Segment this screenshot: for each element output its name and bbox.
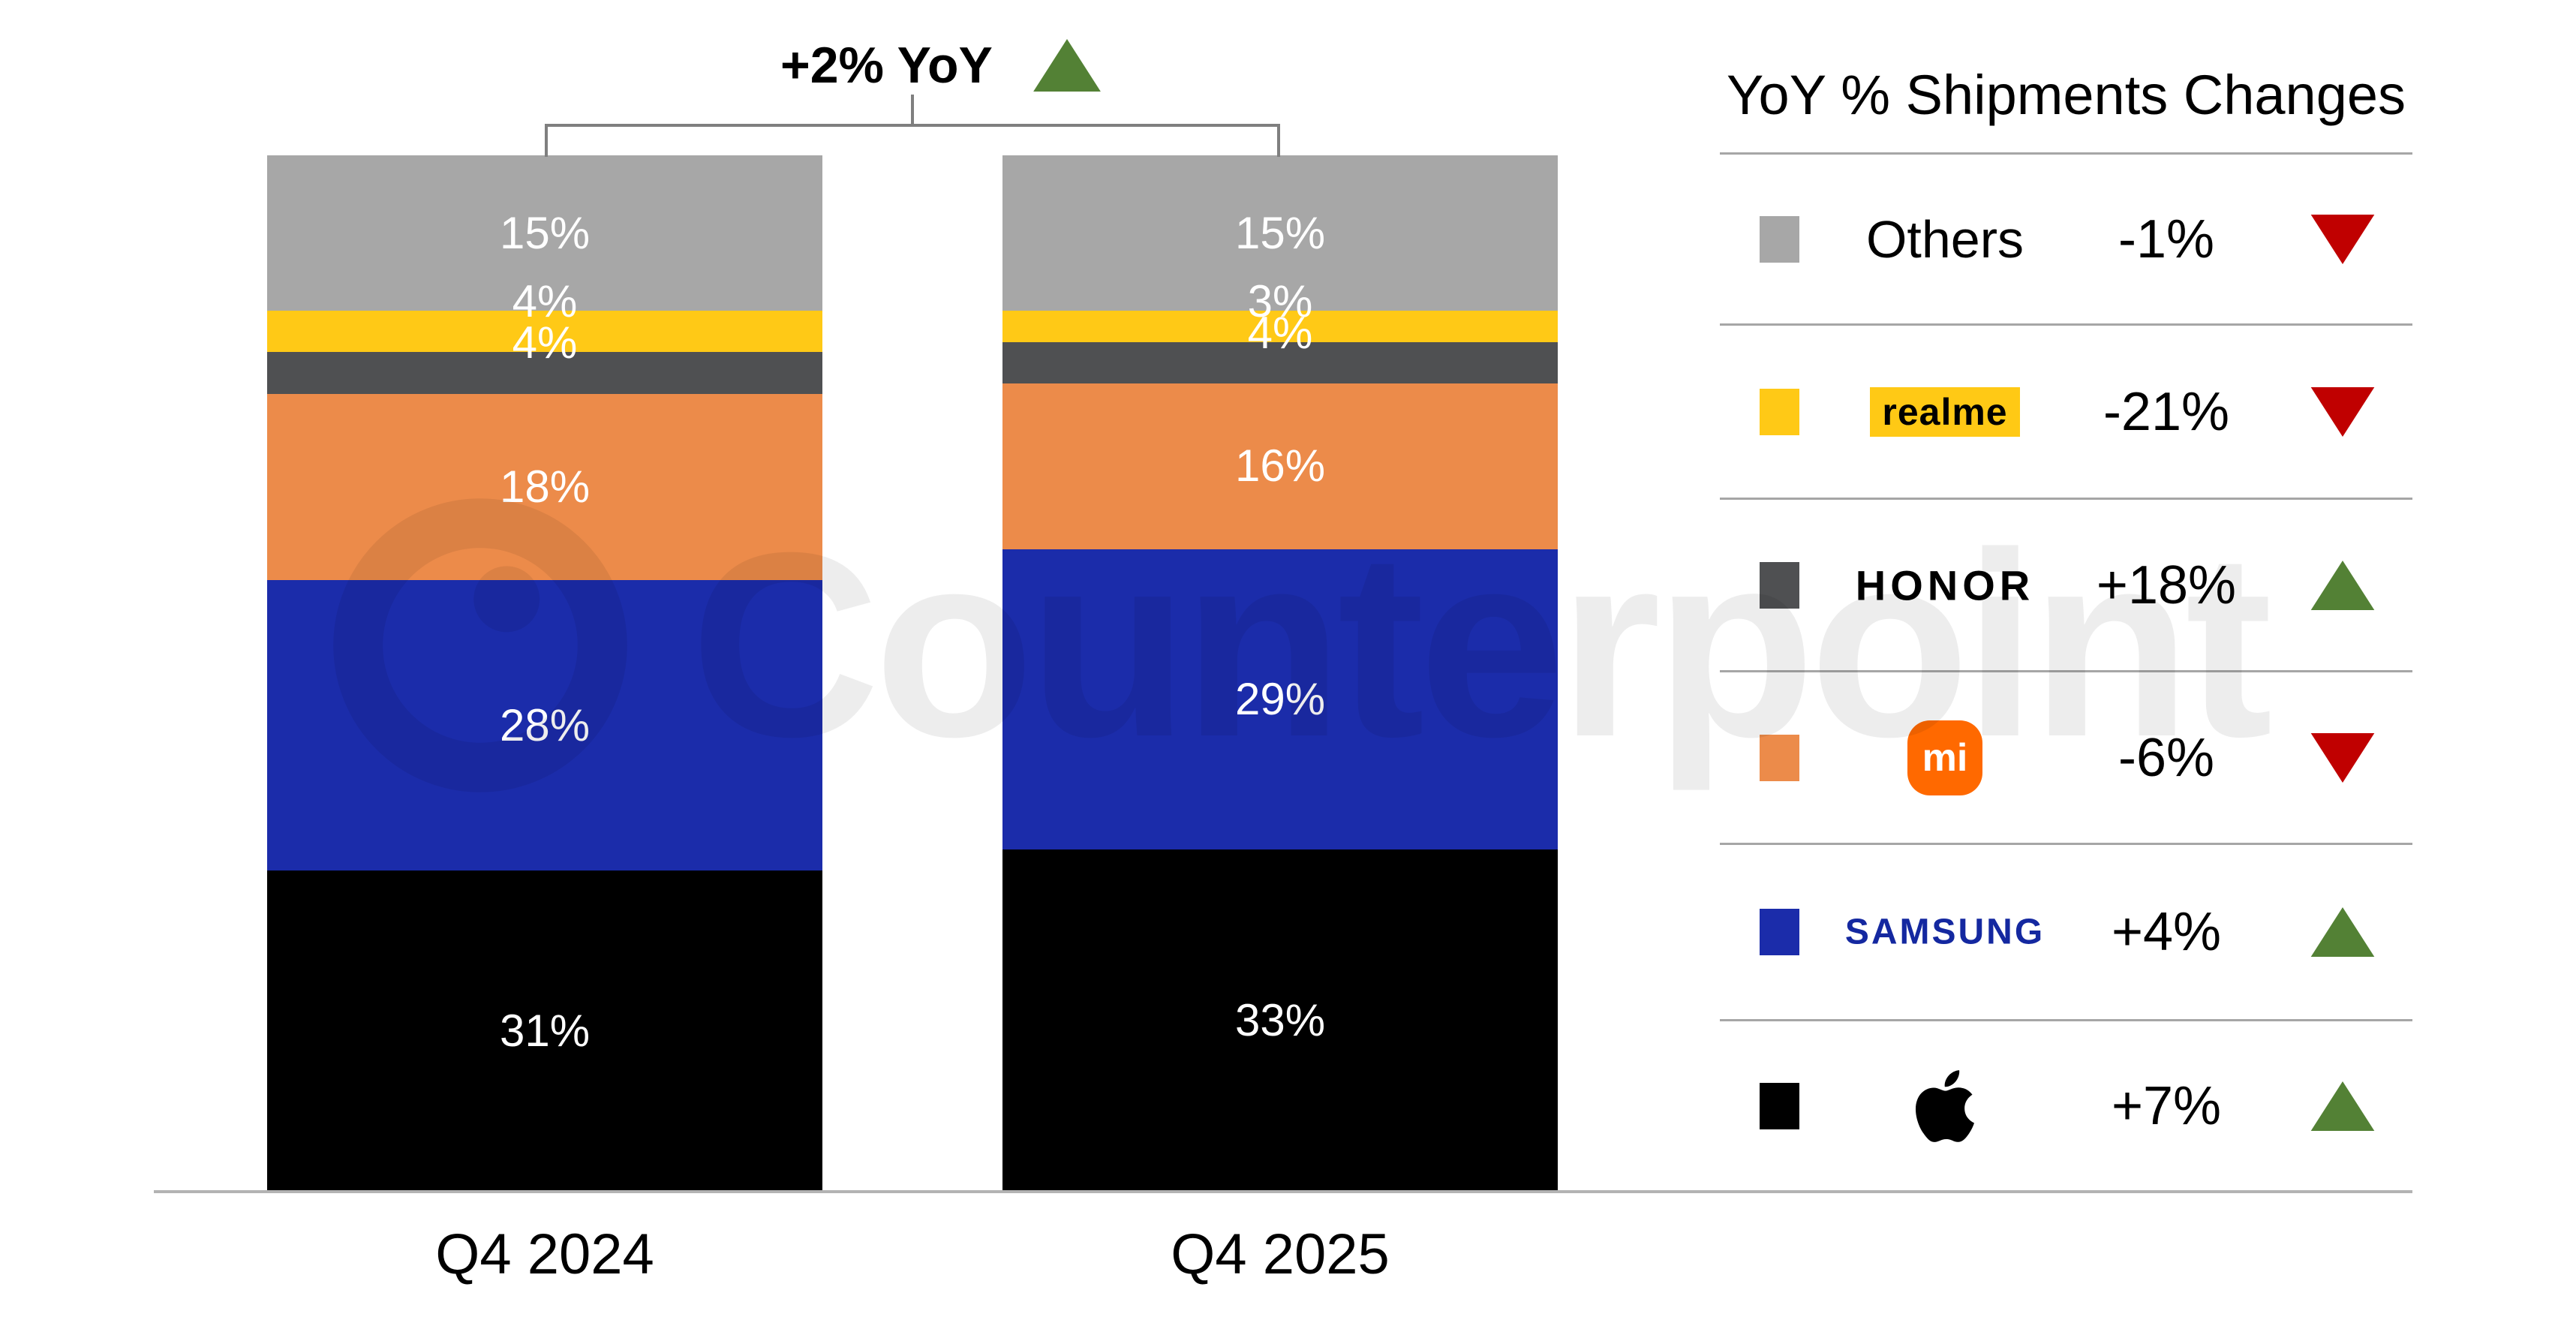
bar-segment-xiaomi: [267, 393, 822, 581]
bar-segment-value: 4%: [512, 317, 578, 368]
bar-segment-apple: [1002, 849, 1558, 1192]
bar-segment-value: 15%: [499, 207, 591, 258]
bar-segment-realme: [267, 311, 822, 353]
up-triangle-icon: [2310, 561, 2375, 610]
bracket-center-stub: [911, 95, 914, 127]
stacked-bar-q4-2024: 15% 4% 4% 18% 28% 31%: [267, 155, 822, 1192]
down-triangle-icon: [2310, 387, 2375, 437]
apple-brand-cell: [1825, 1070, 2065, 1142]
yoy-up-triangle-icon: [1033, 39, 1101, 92]
legend-divider: [1720, 152, 2412, 155]
others-brand-cell: Others: [1825, 209, 2065, 269]
bar-segment-xiaomi: [1002, 383, 1558, 549]
samsung-trend-cell: [2309, 907, 2376, 957]
samsung-change-value: +4%: [2111, 902, 2222, 962]
bracket-right-drop: [1277, 124, 1280, 157]
bar-segment-value: 18%: [499, 461, 591, 512]
apple-trend-cell: [2309, 1081, 2376, 1131]
x-axis-line: [154, 1190, 2412, 1193]
x-axis-label-q4-2024: Q4 2024: [435, 1222, 654, 1286]
legend-row-honor: HONOR +18%: [1720, 510, 2412, 660]
others-trend-cell: [2309, 215, 2376, 264]
samsung-brand-cell: SAMSUNG: [1825, 912, 2065, 953]
bar-segment-value: 3%: [1247, 276, 1313, 327]
xiaomi-mi-logo: mi: [1907, 720, 1982, 795]
bar-segment-value: 4%: [1247, 307, 1313, 358]
bar-segment-samsung: [267, 580, 822, 870]
up-triangle-icon: [2310, 907, 2375, 957]
realme-logo: realme: [1870, 387, 2020, 437]
chart-title-text: +2% YoY: [780, 37, 993, 94]
bar-segment-value: 29%: [1234, 674, 1326, 725]
apple-color-swatch: [1760, 1083, 1799, 1129]
bar-segment-apple: [267, 870, 822, 1192]
xiaomi-color-swatch: [1760, 735, 1799, 781]
legend-row-realme: realme -21%: [1720, 337, 2412, 487]
down-triangle-icon: [2310, 733, 2375, 783]
legend-title: YoY % Shipments Changes: [1726, 64, 2406, 126]
bar-segment-others: [1002, 155, 1558, 311]
chart-yoy-title: +2% YoY: [780, 36, 1102, 95]
realme-change-value: -21%: [2103, 382, 2230, 442]
bracket-left-drop: [545, 124, 548, 157]
bar-segment-value: 16%: [1234, 441, 1326, 492]
others-color-swatch: [1760, 216, 1799, 263]
honor-logo: HONOR: [1855, 561, 2035, 609]
up-triangle-icon: [2310, 1081, 2375, 1131]
realme-brand-cell: realme: [1825, 387, 2065, 437]
stacked-bar-q4-2025: 15% 3% 4% 16% 29% 33%: [1002, 155, 1558, 1192]
others-change-value: -1%: [2118, 209, 2215, 269]
samsung-color-swatch: [1760, 909, 1799, 955]
bar-segment-others: [267, 155, 822, 311]
legend-divider: [1720, 498, 2412, 500]
bar-segment-honor: [267, 352, 822, 394]
legend-divider: [1720, 323, 2412, 326]
bar-segment-value: 15%: [1234, 207, 1326, 258]
apple-change-value: +7%: [2111, 1076, 2222, 1136]
legend-divider: [1720, 843, 2412, 845]
legend-divider: [1720, 670, 2412, 672]
others-label: Others: [1865, 210, 2024, 269]
realme-trend-cell: [2309, 387, 2376, 437]
bar-segment-samsung: [1002, 549, 1558, 850]
bar-segment-honor: [1002, 341, 1558, 383]
bar-segment-realme: [1002, 311, 1558, 342]
honor-change-value: +18%: [2096, 555, 2237, 615]
apple-logo-icon: [1916, 1070, 1974, 1142]
xiaomi-brand-cell: mi: [1825, 720, 2065, 795]
xiaomi-trend-cell: [2309, 733, 2376, 783]
down-triangle-icon: [2310, 215, 2375, 264]
x-axis-label-q4-2025: Q4 2025: [1171, 1222, 1390, 1286]
honor-color-swatch: [1760, 562, 1799, 609]
bar-segment-value: 31%: [499, 1005, 591, 1056]
legend-divider: [1720, 1019, 2412, 1021]
samsung-logo: SAMSUNG: [1844, 912, 2045, 952]
honor-brand-cell: HONOR: [1825, 561, 2065, 610]
legend-row-apple: +7%: [1720, 1031, 2412, 1181]
legend-row-others: Others -1%: [1720, 164, 2412, 314]
bar-segment-value: 28%: [499, 699, 591, 750]
bar-segment-value: 33%: [1234, 995, 1326, 1046]
realme-color-swatch: [1760, 389, 1799, 435]
legend-row-samsung: SAMSUNG +4%: [1720, 857, 2412, 1007]
bracket-horizontal-line: [545, 124, 1280, 127]
bar-segment-value: 4%: [512, 276, 578, 327]
honor-trend-cell: [2309, 561, 2376, 610]
legend-row-xiaomi: mi -6%: [1720, 683, 2412, 833]
xiaomi-change-value: -6%: [2118, 728, 2215, 788]
legend-panel: YoY % Shipments Changes Others -1% realm…: [1720, 0, 2412, 1192]
